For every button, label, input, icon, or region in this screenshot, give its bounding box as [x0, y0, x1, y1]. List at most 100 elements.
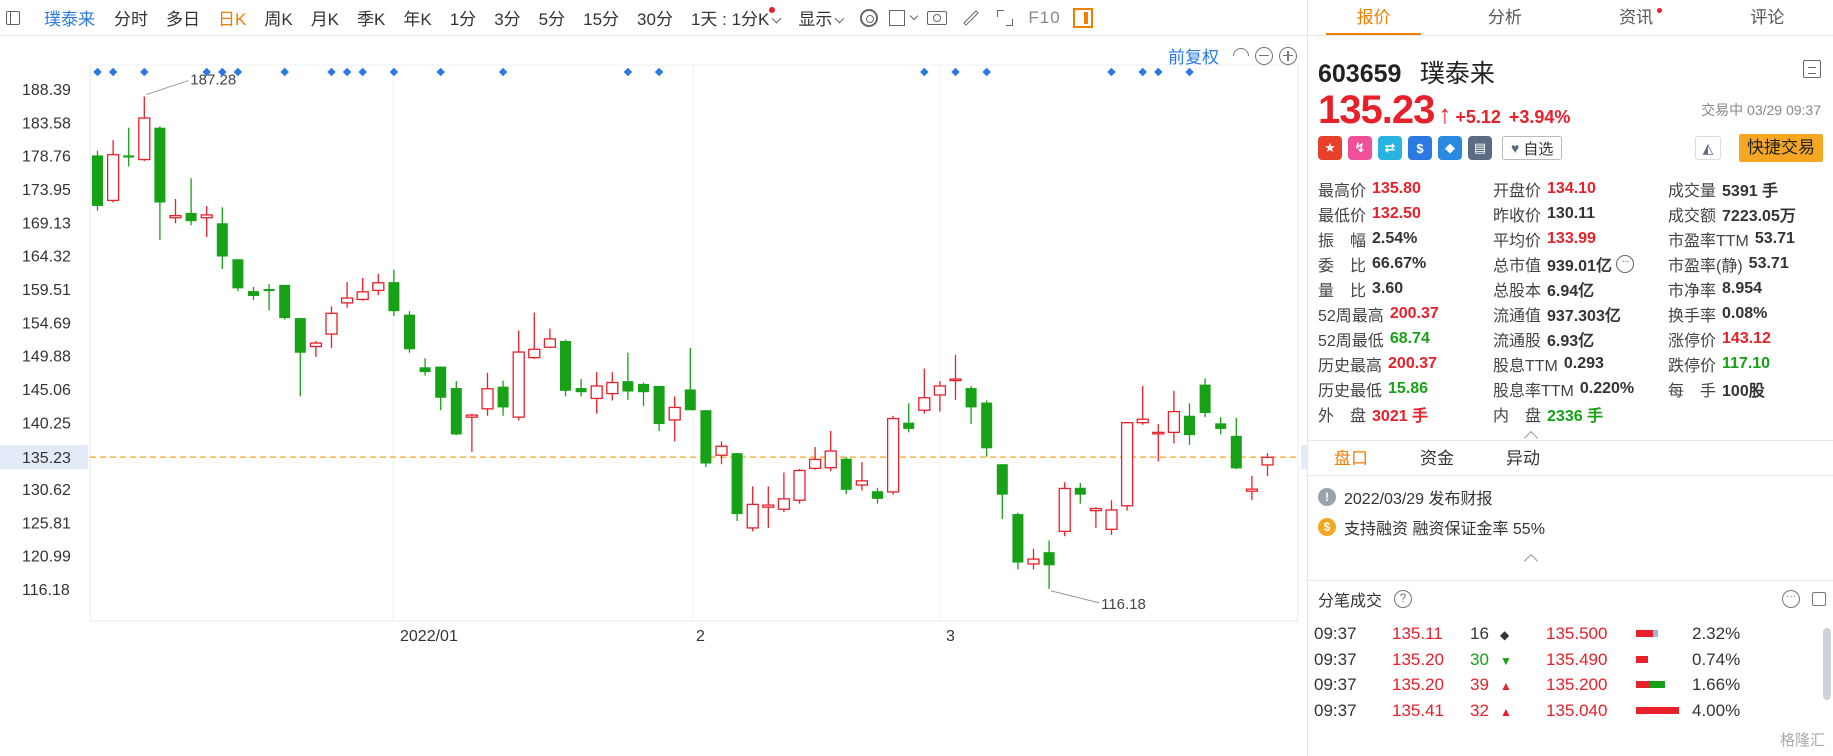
event-marker-icon [951, 67, 960, 77]
candle-body-up [1152, 431, 1165, 435]
stock-name-label[interactable]: 璞泰来 [44, 10, 95, 29]
notice-earnings[interactable]: ! 2022/03/29 发布财报 [1318, 484, 1493, 510]
price-line: 135.23 ↑ +5.12 +3.94% [1318, 88, 1578, 133]
stat-item: 最低价 132.50 [1318, 201, 1493, 226]
period-tab-9[interactable]: 5分 [538, 10, 566, 29]
period-tab-1[interactable]: 多日 [166, 10, 200, 29]
candle-body-up [106, 154, 120, 202]
tick-price: 135.20 [1392, 675, 1444, 694]
tag-icon[interactable]: ◆ [1438, 136, 1462, 160]
period-tab-2[interactable]: 日K [218, 10, 247, 29]
last-price: 135.23 [1318, 88, 1435, 132]
period-tab-10[interactable]: 15分 [583, 10, 620, 29]
tick-level-bar [1636, 630, 1684, 637]
event-marker-icon [1107, 67, 1116, 77]
fullscreen-icon[interactable] [988, 0, 1022, 36]
notice-margin[interactable]: $ 支持融资 融资保证金率 55% [1318, 514, 1545, 540]
candle-body-up [1261, 456, 1274, 466]
kline-chart[interactable]: 188.39188.39183.58183.58178.76178.76173.… [0, 37, 1307, 756]
stat-value: 133.99 [1547, 229, 1596, 247]
period-tab-4[interactable]: 月K [310, 10, 340, 29]
zoom-in-icon[interactable] [1279, 46, 1297, 65]
stat-value: 5391 手 [1722, 182, 1779, 200]
sidebar-toggle-icon[interactable] [0, 0, 26, 36]
period-tab-11[interactable]: 30分 [637, 10, 673, 29]
event-marker-icon [389, 67, 399, 77]
stat-value: 937.303亿 [1547, 307, 1621, 325]
candle-body-down [1215, 423, 1227, 429]
help-icon[interactable]: ? [1394, 589, 1413, 608]
stat-value: 132.50 [1372, 204, 1421, 222]
stat-value: 135.80 [1372, 179, 1421, 197]
doc-icon[interactable]: ▤ [1468, 136, 1492, 160]
ticks-scrollbar[interactable] [1823, 628, 1831, 700]
adjust-mode-button[interactable]: 前复权 [1168, 48, 1219, 67]
f10-button[interactable]: F10 [1028, 7, 1061, 27]
tick-volume: 32 [1470, 700, 1489, 720]
period-tab-8[interactable]: 3分 [494, 10, 521, 29]
y-tick-label-left: 169.13 [22, 215, 71, 232]
stats-grid: 最高价 135.80 开盘价 134.10 成交量 5391 手最低价 132.50 昨收价 1… [1318, 176, 1828, 426]
tab-1[interactable]: 分析 [1439, 0, 1570, 35]
subtab-1[interactable]: 资金 [1420, 449, 1454, 468]
period-tab-5[interactable]: 季K [357, 10, 386, 29]
period-tab-0[interactable]: 分时 [114, 10, 148, 29]
tab-2[interactable]: 资讯 [1571, 0, 1702, 35]
ticks-title: 分笔成交 [1318, 592, 1383, 610]
dollar-icon[interactable]: $ [1408, 136, 1432, 160]
tick-volume: 30 [1470, 649, 1489, 669]
stat-item: 最高价 135.80 [1318, 176, 1493, 201]
candle-body-up [1027, 558, 1040, 565]
tab-label: 资讯 [1619, 8, 1654, 27]
tick-level-bar [1636, 655, 1684, 663]
period-tab-6[interactable]: 年K [403, 10, 432, 29]
candle-body-down [388, 282, 400, 312]
bar-segment [1652, 630, 1658, 637]
more-icon[interactable]: ··· [1782, 589, 1800, 608]
china-flag-icon[interactable]: ★ [1318, 136, 1342, 160]
bell-icon[interactable]: ◭ [1695, 136, 1721, 160]
tab-3[interactable]: 评论 [1702, 0, 1833, 35]
more-icon[interactable]: ··· [1615, 254, 1634, 273]
chevron-down-icon [834, 13, 845, 24]
subtab-2[interactable]: 异动 [1506, 449, 1540, 468]
pin-icon[interactable] [1812, 591, 1826, 606]
zoom-out-icon[interactable] [1255, 46, 1273, 65]
period-tab-3[interactable]: 周K [264, 10, 293, 29]
square-icon[interactable] [886, 0, 920, 36]
chart-toolbar: 璞泰来 分时 多日 日K 周K 月K 季K 年K 1分 3分 5分 15分 30分 1天 : 1分K … [0, 0, 1307, 36]
camera-icon[interactable] [920, 0, 954, 36]
quick-trade-button[interactable]: 快捷交易 [1739, 134, 1823, 162]
event-marker-icon [623, 67, 633, 77]
display-dropdown[interactable]: 显示 [789, 5, 852, 30]
favorite-button[interactable]: ♥ 自选 [1502, 136, 1563, 160]
collapse-notice-icon[interactable] [1523, 553, 1539, 569]
stat-label: 平均价 [1493, 232, 1542, 250]
stat-value: 53.71 [1754, 229, 1795, 247]
candle-body-down [404, 314, 415, 350]
shuffle-icon[interactable]: ⇄ [1378, 136, 1402, 160]
candle-body-down [450, 388, 462, 435]
candle-body-up [715, 445, 728, 456]
interval-dropdown[interactable]: 1天 : 1分K [682, 5, 789, 30]
y-tick-label-left: 130.62 [22, 482, 71, 499]
pen-icon[interactable] [954, 0, 988, 36]
undo-icon[interactable] [1229, 44, 1253, 67]
event-marker-icon [1185, 67, 1194, 77]
candle-body-up [528, 348, 541, 359]
candle-body-down [700, 410, 712, 464]
panel-icon[interactable] [1072, 7, 1093, 28]
stat-item: 昨收价 130.11 [1493, 201, 1668, 226]
event-marker-icon [93, 67, 102, 77]
menu-icon[interactable] [1803, 60, 1821, 78]
candle-body-down [731, 453, 743, 515]
gear-icon[interactable] [852, 0, 886, 36]
period-tab-7[interactable]: 1分 [449, 10, 477, 29]
candle-body-down [435, 366, 447, 398]
subtab-0[interactable]: 盘口 [1334, 449, 1368, 468]
ticks-header: 分笔成交 ? ··· [1308, 580, 1833, 616]
tab-0[interactable]: 报价 [1308, 0, 1439, 35]
margin-icon[interactable]: ↯ [1348, 136, 1372, 160]
stat-label: 股息TTM [1493, 357, 1558, 375]
badge-row: ★ ↯ ⇄ $ ◆ ▤ ♥ 自选 [1318, 136, 1563, 160]
